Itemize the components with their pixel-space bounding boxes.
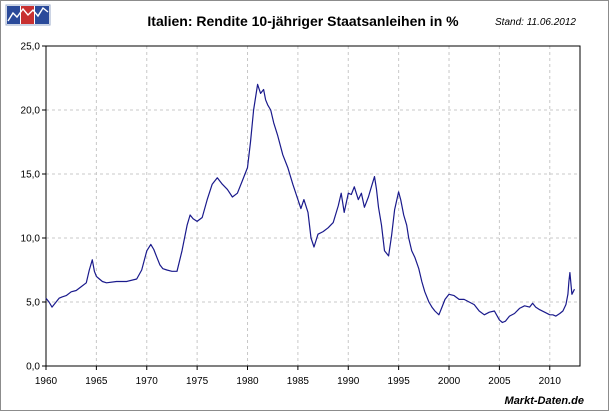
y-tick-label: 20,0 bbox=[21, 106, 41, 117]
source-label: Markt-Daten.de bbox=[505, 395, 584, 407]
x-tick-label: 1960 bbox=[35, 376, 58, 387]
plot-border bbox=[45, 45, 581, 367]
x-tick-label: 1965 bbox=[85, 376, 108, 387]
x-tick-label: 1975 bbox=[186, 376, 209, 387]
chart-title: Italien: Rendite 10-jähriger Staatsanlei… bbox=[147, 13, 459, 29]
x-tick-label: 2000 bbox=[438, 376, 461, 387]
logo-icon bbox=[5, 4, 51, 26]
grid bbox=[46, 46, 580, 366]
y-tick-label: 25,0 bbox=[21, 42, 41, 53]
x-tick-label: 1995 bbox=[388, 376, 411, 387]
stand-date: Stand: 11.06.2012 bbox=[495, 17, 576, 28]
y-tick-label: 0,0 bbox=[26, 362, 40, 373]
x-tick-label: 1990 bbox=[337, 376, 360, 387]
x-tick-label: 1970 bbox=[136, 376, 159, 387]
x-tick-label: 1980 bbox=[236, 376, 259, 387]
y-tick-label: 5,0 bbox=[26, 298, 40, 309]
y-tick-label: 10,0 bbox=[21, 234, 41, 245]
x-tick-label: 2005 bbox=[488, 376, 511, 387]
x-tick-label: 2010 bbox=[539, 376, 562, 387]
series-line-rendite bbox=[45, 83, 576, 324]
y-tick-label: 15,0 bbox=[21, 170, 41, 181]
y-axis: 0,0 5,0 10,0 15,0 20,0 25,0 bbox=[21, 42, 46, 373]
x-axis: 1960 1965 1970 1975 1980 1985 1990 1995 2000 2005… bbox=[35, 366, 561, 387]
x-tick-label: 1985 bbox=[287, 376, 310, 387]
